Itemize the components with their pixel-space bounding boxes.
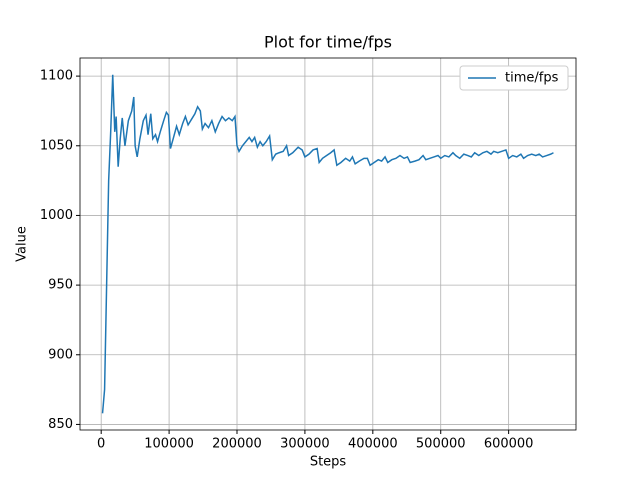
plot-frame — [79, 57, 577, 431]
y-tick-label: 850 — [48, 417, 73, 432]
x-tick-label: 100000 — [144, 437, 194, 452]
x-tick-label: 600000 — [484, 437, 534, 452]
x-tick-label: 300000 — [280, 437, 330, 452]
y-axis-label: Value — [15, 226, 30, 262]
data-line — [101, 74, 554, 414]
x-tick-label: 400000 — [348, 437, 398, 452]
x-tick-label: 0 — [97, 437, 105, 452]
y-tick-label: 900 — [48, 347, 73, 362]
legend-box — [459, 65, 569, 91]
y-tick-label: 1050 — [40, 138, 73, 153]
x-tick-label: 200000 — [212, 437, 262, 452]
legend-label: time/fps — [505, 71, 559, 86]
x-axis-label: Steps — [310, 455, 347, 470]
y-tick-label: 950 — [48, 278, 73, 293]
y-tick-label: 1100 — [40, 69, 73, 84]
x-tick-label: 500000 — [416, 437, 466, 452]
y-tick-label: 1000 — [40, 208, 73, 223]
chart-title: Plot for time/fps — [264, 33, 392, 52]
